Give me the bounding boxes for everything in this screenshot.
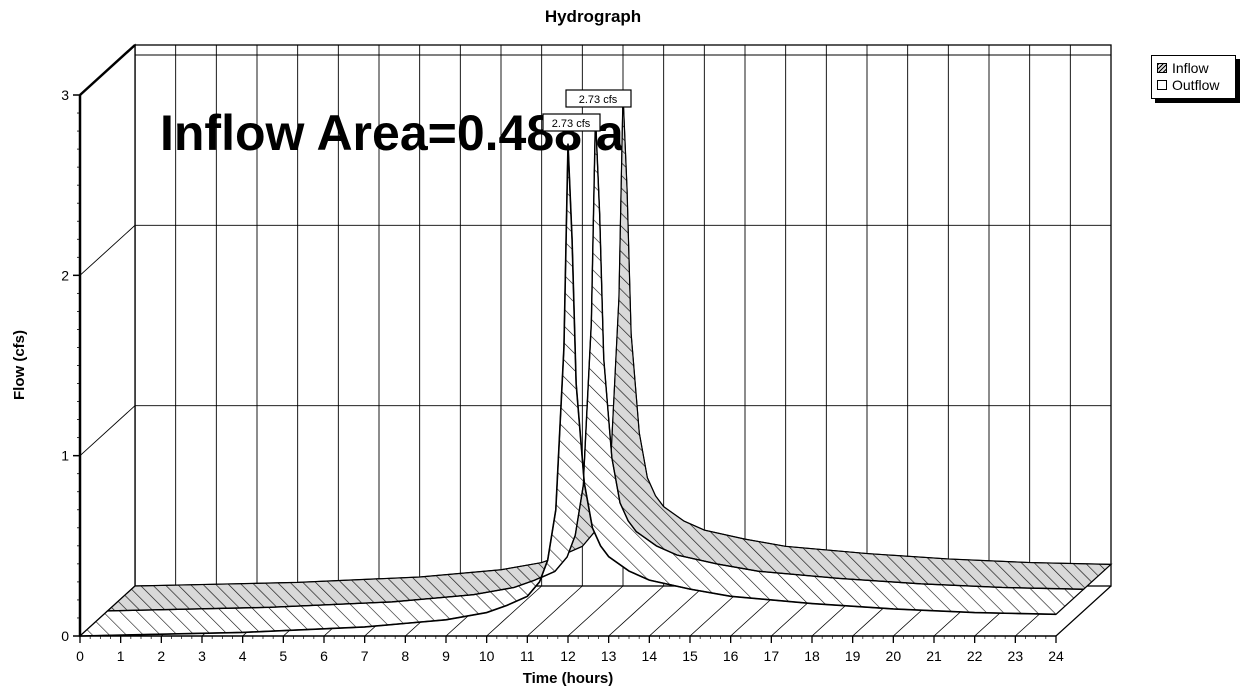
floor-line (608, 585, 664, 637)
y-axis-ticks: 0 1 2 3 (61, 87, 80, 644)
x-tick-label: 2 (157, 648, 165, 664)
y-tick-label: 1 (61, 448, 69, 464)
x-tick-label: 5 (279, 648, 287, 664)
left-wall (79, 43, 136, 638)
series-back-line-outflow (107, 118, 1084, 612)
x-tick-label: 17 (764, 648, 780, 664)
peak-label-outflow-text: 2.73 cfs (579, 94, 618, 106)
floor-line (527, 585, 583, 637)
x-tick-label: 9 (442, 648, 450, 664)
x-tick-label: 18 (804, 648, 820, 664)
gridline-left-wall (79, 405, 136, 456)
legend: Inflow Outflow (1151, 55, 1236, 99)
y-tick-label: 2 (61, 267, 69, 283)
x-tick-label: 12 (560, 648, 576, 664)
series-back-line-inflow (134, 93, 1112, 587)
series-layer (78, 93, 1113, 637)
floor-line (567, 585, 624, 637)
x-tick-label: 20 (886, 648, 902, 664)
floor-line (486, 585, 542, 637)
y-tick-label: 3 (61, 87, 69, 103)
chart-title: Hydrograph (545, 7, 641, 26)
y-tick-label: 0 (61, 628, 69, 644)
x-tick-label: 4 (239, 648, 247, 664)
legend-swatch-outflow (1157, 79, 1167, 90)
legend-label-outflow: Outflow (1172, 76, 1220, 93)
peak-label-inflow: 2.73 cfs (542, 113, 601, 132)
x-tick-label: 11 (520, 648, 535, 664)
legend-item-outflow: Outflow (1157, 76, 1230, 93)
x-tick-label: 13 (601, 648, 617, 664)
x-tick-label: 14 (642, 648, 658, 664)
x-axis-ticks: 0 1 2 3 4 5 6 7 8 9 10 11 12 13 14 15 16 17 18 19 20 21 22 23 24 (76, 636, 1064, 664)
x-axis-title: Time (hours) (523, 670, 614, 687)
x-tick-label: 23 (1008, 648, 1024, 664)
x-tick-label: 15 (682, 648, 698, 664)
x-tick-label: 19 (845, 648, 861, 664)
peak-label-inflow-text: 2.73 cfs (552, 118, 591, 130)
x-tick-label: 7 (361, 648, 369, 664)
floor-line (649, 585, 705, 637)
x-tick-label: 6 (320, 648, 328, 664)
peak-label-outflow: 2.73 cfs (565, 89, 632, 108)
legend-item-inflow: Inflow (1157, 59, 1230, 76)
series-outflow (78, 118, 1086, 637)
x-tick-label: 8 (401, 648, 409, 664)
x-tick-label: 21 (926, 648, 942, 664)
gridline-left-wall (79, 225, 136, 276)
series-line-outflow (79, 143, 1057, 637)
x-tick-label: 10 (479, 648, 495, 664)
x-tick-label: 24 (1048, 648, 1064, 664)
legend-label-inflow: Inflow (1172, 59, 1209, 76)
x-tick-label: 16 (723, 648, 739, 664)
x-tick-label: 22 (967, 648, 983, 664)
x-tick-label: 3 (198, 648, 206, 664)
floor-line (1055, 585, 1112, 637)
y-axis-title: Flow (cfs) (11, 330, 28, 400)
x-tick-label: 0 (76, 648, 84, 664)
legend-swatch-inflow (1157, 62, 1167, 73)
x-tick-label: 1 (117, 648, 125, 664)
gridline-left-wall (79, 44, 136, 96)
